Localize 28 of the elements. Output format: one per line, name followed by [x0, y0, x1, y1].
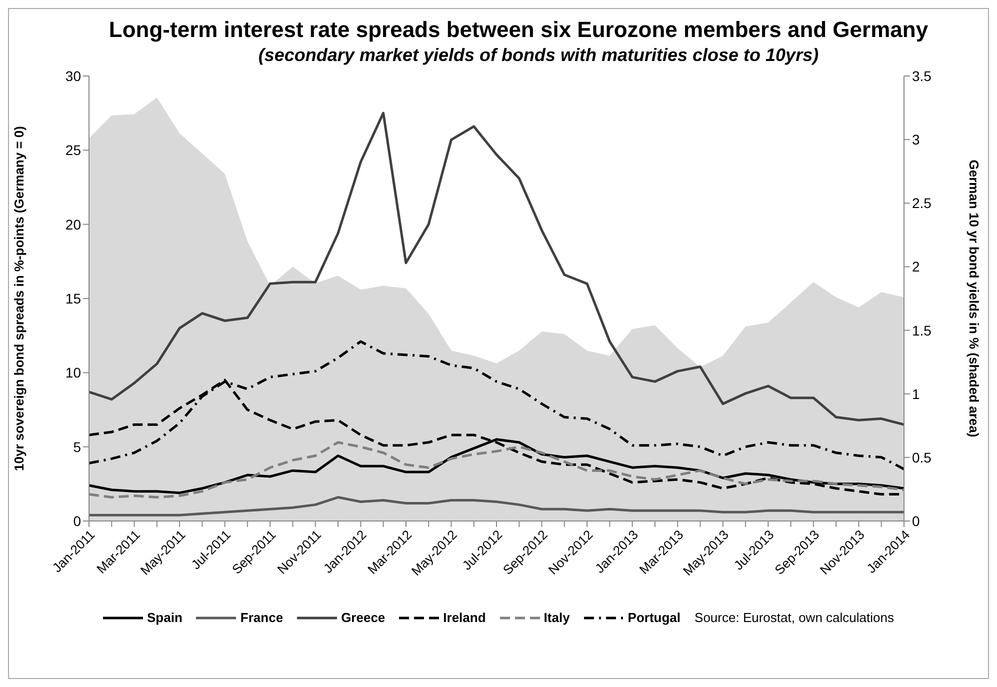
legend-label: France [239, 610, 284, 625]
y2-tick-label: 0 [912, 512, 920, 529]
y-tick-label: 15 [65, 290, 82, 306]
y-tick-label: 25 [65, 142, 82, 158]
y-tick-label: 10 [65, 364, 82, 381]
y2-tick-label: 0.5 [912, 449, 932, 466]
line-series [88, 496, 906, 516]
y2-tick-label: 3.5 [912, 68, 932, 84]
y2-tick-label: 2.5 [912, 195, 932, 212]
y2-tick-label: 3 [912, 132, 920, 148]
y-tick-label: 0 [73, 512, 82, 529]
y2-tick-label: 1 [912, 386, 920, 402]
y2-axis-title: German 10 yr bond yields in % (shaded area) [966, 160, 982, 438]
legend-label: Italy [542, 610, 570, 625]
y2-tick-label: 1.5 [912, 322, 932, 338]
legend-label: Greece [340, 610, 386, 625]
y2-tick-label: 2 [912, 258, 920, 275]
y-axis-title: 10yr sovereign bond spreads in %-points (Germany = 0) [12, 126, 27, 471]
y-tick-label: 5 [73, 438, 82, 455]
chart-subtitle: (secondary market yields of bonds with maturities close to 10yrs) [257, 45, 820, 66]
line-series [88, 112, 906, 426]
y-tick-label: 30 [65, 68, 82, 84]
y-tick-label: 20 [65, 216, 82, 232]
chart-title: Long-term interest rate spreads between six Eurozone members and Germany [108, 17, 930, 43]
source-note: Source: Eurostat, own calculations [694, 610, 894, 625]
legend-label: Ireland [442, 610, 486, 625]
legend-label: Portugal [626, 610, 681, 625]
legend-label: Spain [146, 610, 182, 625]
